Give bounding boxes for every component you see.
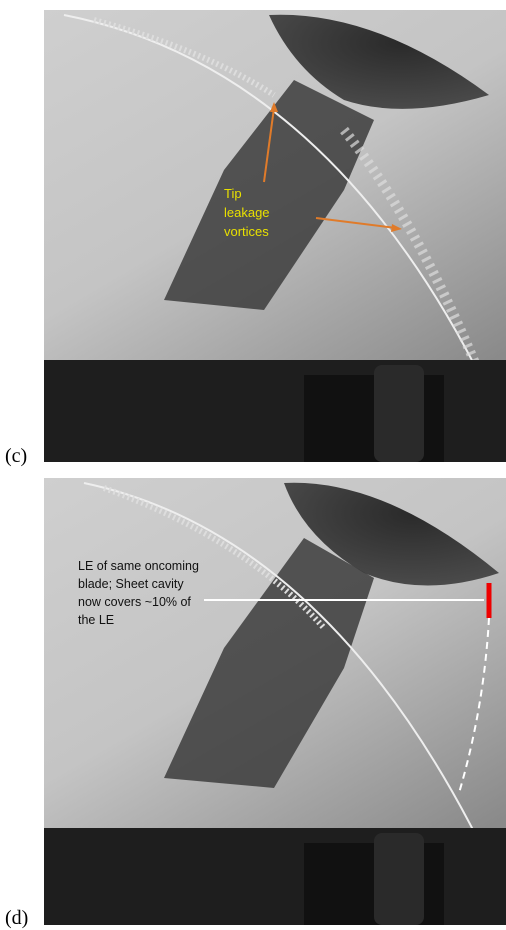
annotation: LE of same oncoming	[78, 559, 199, 573]
panel-label: (d)	[5, 907, 28, 929]
annotation: the LE	[78, 613, 114, 627]
annotation: blade; Sheet cavity	[78, 577, 184, 591]
annotation: Tip	[224, 186, 242, 201]
figure: Tip leakage vortices (c) LE of same onco…	[0, 0, 506, 930]
panel-label: (c)	[5, 445, 27, 467]
photo-c: Tip leakage vortices	[44, 10, 506, 462]
annotation: leakage	[224, 205, 270, 220]
page: Tip leakage vortices (c) LE of same onco…	[0, 0, 506, 930]
annotation: now covers ~10% of	[78, 595, 191, 609]
annotation: vortices	[224, 224, 269, 239]
photo-d: LE of same oncoming blade; Sheet cavity …	[44, 478, 506, 925]
